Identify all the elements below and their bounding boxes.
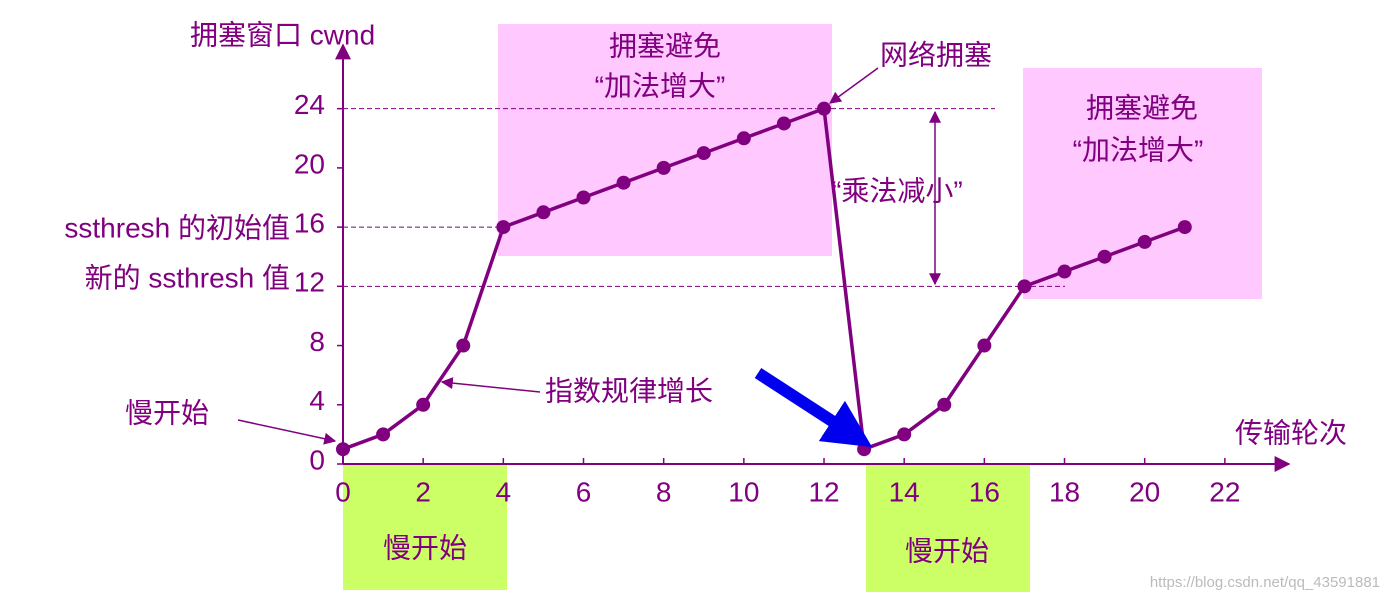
x-tick-label: 12	[808, 476, 839, 507]
annotation: ssthresh 的初始值	[64, 212, 290, 243]
data-point	[776, 116, 791, 131]
x-tick-label: 22	[1209, 476, 1240, 507]
annotation: 网络拥塞	[880, 39, 992, 70]
pointer-arrow	[829, 67, 879, 104]
data-point	[456, 338, 471, 353]
data-point	[656, 160, 671, 175]
data-point	[576, 190, 591, 205]
y-tick-label: 8	[309, 326, 325, 357]
avoid-box	[498, 24, 832, 256]
x-tick-label: 18	[1049, 476, 1080, 507]
data-point	[536, 205, 551, 220]
y-tick-label: 12	[294, 267, 325, 298]
data-point	[416, 397, 431, 412]
annotation: 指数规律增长	[545, 375, 713, 406]
data-point	[1057, 264, 1072, 279]
x-tick-label: 20	[1129, 476, 1160, 507]
data-point	[1097, 249, 1112, 264]
y-tick-label: 0	[309, 444, 325, 475]
y-tick-label: 24	[294, 89, 325, 120]
data-point	[1177, 220, 1192, 235]
annotation: 拥塞避免	[609, 30, 721, 61]
x-tick-label: 4	[496, 476, 512, 507]
pointer-arrow	[237, 419, 337, 445]
data-point	[696, 146, 711, 161]
y-tick-label: 16	[294, 208, 325, 239]
slow-start-box	[343, 465, 507, 590]
data-point	[736, 131, 751, 146]
data-point	[1017, 279, 1032, 294]
x-tick-label: 0	[335, 476, 351, 507]
x-axis-label: 传输轮次	[1235, 417, 1347, 448]
annotation: 慢开始	[383, 532, 467, 563]
data-point	[857, 442, 872, 457]
annotation: 慢开始	[125, 397, 209, 428]
annotation: “乘法减小”	[832, 175, 963, 206]
data-point	[616, 175, 631, 190]
data-point	[376, 427, 391, 442]
pointer-arrow	[440, 377, 541, 393]
x-tick-label: 14	[889, 476, 920, 507]
annotation: 慢开始	[905, 535, 989, 566]
annotation: 新的 ssthresh 值	[85, 262, 290, 293]
avoid-box	[1023, 68, 1262, 299]
slow-start-box	[866, 465, 1030, 592]
data-point	[817, 101, 832, 116]
y-tick-label: 4	[309, 385, 325, 416]
y-tick-label: 20	[294, 148, 325, 179]
x-tick-label: 6	[576, 476, 592, 507]
x-tick-label: 8	[656, 476, 672, 507]
watermark: https://blog.csdn.net/qq_43591881	[1150, 574, 1380, 591]
data-point	[1137, 234, 1152, 249]
data-line	[342, 106, 1186, 452]
annotation: 拥塞避免	[1086, 92, 1198, 123]
x-tick-label: 2	[415, 476, 431, 507]
x-tick-label: 16	[969, 476, 1000, 507]
y-axis-label: 拥塞窗口 cwnd	[190, 19, 375, 50]
blue-arrow	[754, 367, 873, 448]
data-point	[977, 338, 992, 353]
data-point	[897, 427, 912, 442]
annotation: “加法增大”	[595, 70, 726, 101]
data-point	[496, 220, 511, 235]
data-point	[937, 397, 952, 412]
x-tick-label: 10	[728, 476, 759, 507]
annotation: “加法增大”	[1073, 134, 1204, 165]
